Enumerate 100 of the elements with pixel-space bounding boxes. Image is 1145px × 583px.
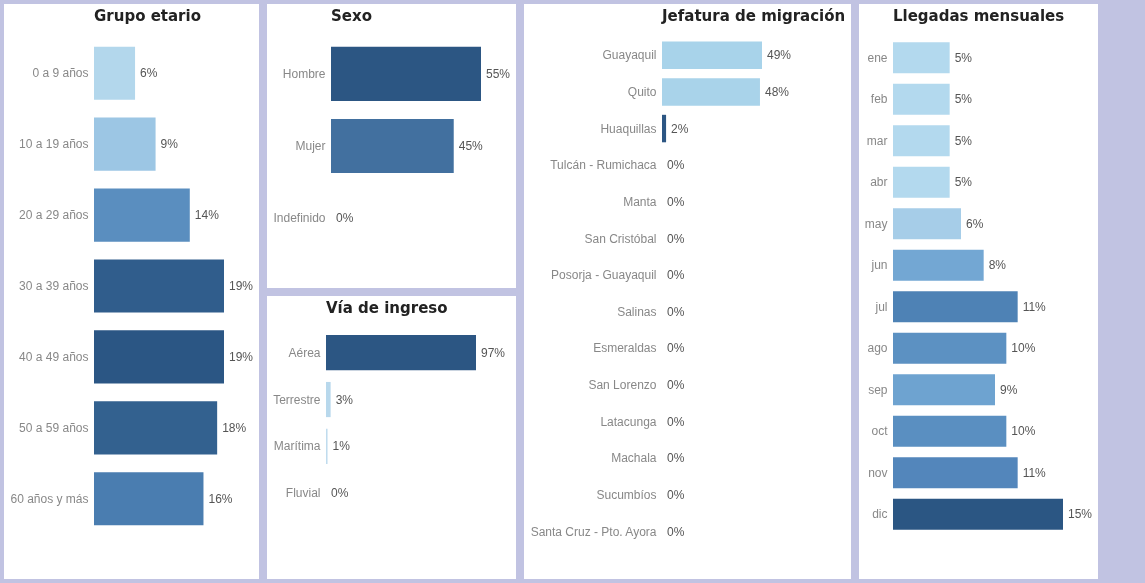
y-tick-label: dic [872, 507, 888, 522]
data-label: 1% [332, 438, 351, 453]
y-tick-label: 30 a 39 años [19, 279, 89, 293]
bar [94, 472, 204, 526]
y-tick-label: 10 a 19 años [19, 137, 89, 152]
y-tick-label: oct [871, 424, 889, 439]
chart-title: Llegadas mensuales [893, 7, 1065, 25]
data-label: 15% [1068, 507, 1093, 522]
data-label: 0% [667, 231, 685, 246]
y-tick-label: mar [866, 133, 888, 148]
y-tick-label: sep [868, 382, 888, 397]
bar [893, 42, 950, 74]
y-tick-label: feb [870, 92, 888, 107]
data-label: 0% [667, 524, 685, 539]
data-label: 0% [667, 158, 685, 173]
data-label: 0% [667, 341, 685, 356]
data-label: 48% [764, 84, 790, 99]
y-tick-label: abr [870, 175, 888, 190]
y-tick-label: Esmeraldas [593, 341, 657, 356]
y-tick-label: Hombre [282, 66, 326, 81]
bar [94, 117, 156, 171]
y-tick-label: 50 a 59 años [19, 420, 89, 435]
data-label: 0% [667, 488, 685, 503]
y-tick-label: Fluvial [285, 485, 321, 500]
bar [94, 259, 224, 313]
bar [94, 330, 224, 384]
data-label: 5% [954, 50, 973, 65]
y-tick-label: 20 a 29 años [19, 208, 89, 223]
y-tick-label: Sucumbíos [596, 488, 657, 503]
data-label: 19% [229, 349, 254, 364]
y-tick-label: Tulcán - Rumichaca [550, 158, 657, 173]
y-tick-label: ago [867, 341, 888, 356]
bar [893, 498, 1063, 530]
data-label: 49% [767, 48, 792, 63]
data-label: 0% [667, 194, 685, 209]
data-label: 9% [1000, 382, 1018, 397]
bar [893, 291, 1018, 323]
bar [893, 374, 995, 406]
y-tick-label: San Lorenzo [588, 378, 657, 393]
y-tick-label: 40 a 49 años [19, 349, 89, 364]
data-label: 55% [486, 66, 511, 81]
bar [893, 208, 961, 240]
data-label: 0% [667, 304, 685, 319]
bar [893, 125, 950, 157]
y-tick-label: Manta [623, 194, 657, 209]
y-tick-label: Guayaquil [602, 48, 657, 63]
y-tick-label: San Cristóbal [584, 231, 657, 246]
data-label: 0% [336, 211, 354, 226]
data-label: 0% [667, 414, 685, 429]
bar [893, 166, 950, 198]
data-label: 8% [988, 258, 1007, 273]
y-tick-label: Mujer [295, 139, 326, 153]
y-tick-label: Quito [627, 84, 657, 99]
bar [94, 188, 190, 242]
y-tick-label: Aérea [288, 345, 321, 360]
y-tick-label: Machala [611, 451, 657, 466]
data-label: 0% [667, 378, 685, 393]
data-label: 18% [222, 420, 247, 435]
data-label: 0% [667, 451, 685, 466]
chart-title: Vía de ingreso [326, 298, 448, 317]
y-tick-label: may [864, 216, 888, 231]
chart-title: Jefatura de migración [661, 7, 846, 25]
chart-title: Sexo [331, 7, 372, 25]
data-label: 0% [667, 268, 685, 283]
data-label: 10% [1011, 341, 1036, 356]
data-label: 9% [160, 137, 179, 152]
data-label: 14% [194, 208, 220, 223]
bar [94, 46, 136, 100]
bar [893, 249, 984, 281]
y-tick-label: jul [874, 299, 888, 314]
data-label: 11% [1022, 299, 1047, 314]
y-tick-label: Salinas [617, 304, 657, 319]
chart-title: Grupo etario [94, 7, 201, 25]
data-label: 45% [458, 139, 484, 153]
data-label: 11% [1022, 465, 1047, 480]
bar [893, 457, 1018, 489]
data-label: 6% [966, 216, 984, 231]
data-label: 0% [331, 485, 349, 500]
data-label: 5% [954, 175, 973, 190]
data-label: 10% [1011, 424, 1036, 439]
data-label: 2% [671, 121, 689, 136]
y-tick-label: jun [870, 258, 888, 273]
bar [94, 401, 218, 455]
y-tick-label: Terrestre [273, 392, 321, 407]
y-tick-label: Latacunga [600, 414, 657, 429]
y-tick-label: ene [867, 50, 888, 65]
y-tick-label: Santa Cruz - Pto. Ayora [530, 524, 657, 539]
data-label: 97% [481, 345, 506, 360]
data-label: 19% [229, 279, 254, 293]
y-tick-label: Posorja - Guayaquil [551, 268, 657, 283]
data-label: 5% [954, 133, 973, 148]
y-tick-label: nov [868, 465, 888, 480]
data-label: 16% [208, 491, 233, 506]
y-tick-label: 0 a 9 años [32, 66, 89, 81]
data-label: 3% [335, 392, 354, 407]
y-tick-label: Huaquillas [600, 121, 657, 136]
bar [893, 332, 1007, 364]
y-tick-label: Marítima [273, 438, 321, 453]
bar [893, 415, 1007, 447]
y-tick-label: 60 años y más [10, 491, 89, 506]
